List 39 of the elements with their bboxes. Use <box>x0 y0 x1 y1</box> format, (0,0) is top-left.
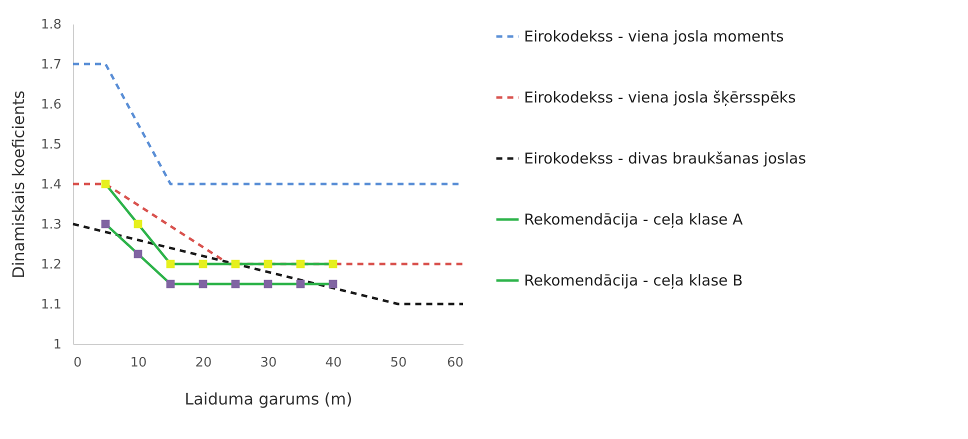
x-axis-title: Laiduma garums (m) <box>184 390 352 408</box>
y-tick-label: 1.3 <box>40 218 62 232</box>
point <box>166 280 175 288</box>
x-tick-label: 0 <box>74 356 82 370</box>
x-tick-label: 10 <box>130 356 147 370</box>
y-tick-label: 1.5 <box>40 138 62 152</box>
y-tick-label: 1.7 <box>40 58 62 72</box>
point <box>231 280 240 288</box>
y-tick-label: 1 <box>53 338 62 352</box>
x-tick-label: 60 <box>446 356 464 370</box>
legend-label: Eirokodekss - divas braukšanas joslas <box>524 150 806 168</box>
point <box>166 260 175 268</box>
y-tick-label: 1.2 <box>40 258 62 272</box>
y-tick-label: 1.8 <box>40 18 62 32</box>
x-tick-label: 50 <box>390 356 407 370</box>
x-tick-label: 40 <box>325 356 342 370</box>
point <box>231 260 240 268</box>
x-tick-label: 20 <box>195 356 212 370</box>
x-tick-label: 30 <box>260 356 277 370</box>
point <box>134 250 142 258</box>
point <box>198 260 208 268</box>
legend-label: Eirokodekss - viena josla moments <box>524 28 784 46</box>
point <box>264 280 272 288</box>
legend-label: Rekomendācija - ceļa klase A <box>524 210 744 228</box>
point <box>101 180 110 188</box>
point <box>296 280 305 288</box>
y-tick-label: 1.6 <box>40 98 62 112</box>
point <box>296 260 305 268</box>
point <box>198 280 208 288</box>
y-tick-label: 1.1 <box>40 298 62 312</box>
legend-label: Eirokodekss - viena josla šķērsspēks <box>524 88 796 106</box>
legend-label: Rekomendācija - ceļa klase B <box>524 272 743 290</box>
y-tick-label: 1.4 <box>40 178 62 192</box>
point <box>328 280 338 288</box>
point <box>134 220 142 228</box>
point <box>101 220 110 228</box>
point <box>264 260 272 268</box>
point <box>328 260 338 268</box>
y-axis-title: Dinamiskais koeficients <box>8 90 28 278</box>
